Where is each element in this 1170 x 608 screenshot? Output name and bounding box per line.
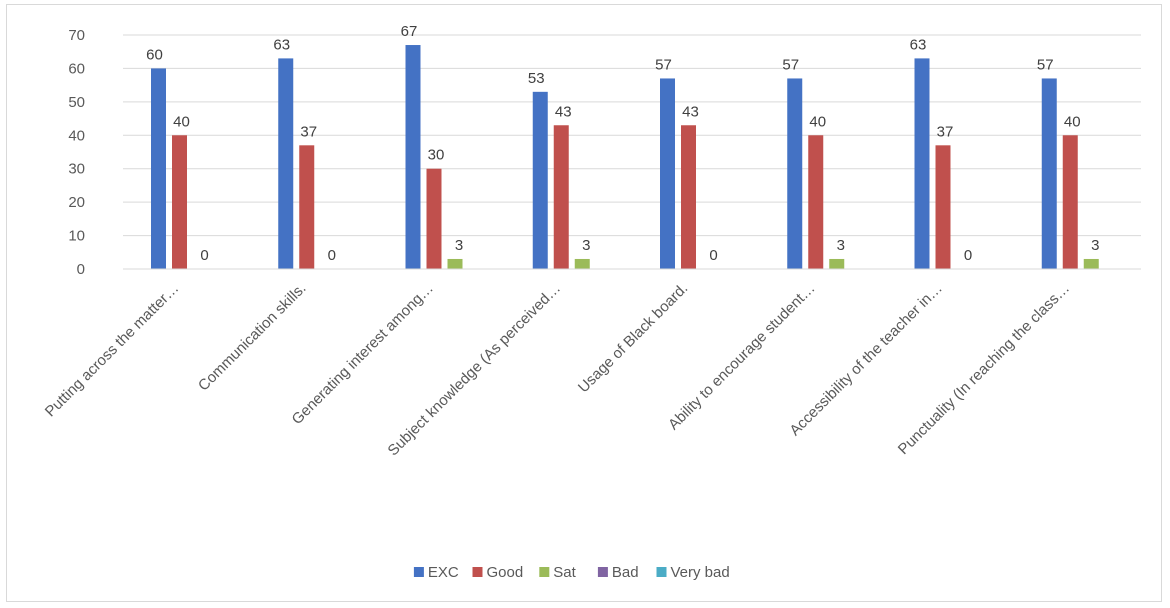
data-label: 3 <box>1091 237 1099 254</box>
data-label: 40 <box>173 113 190 130</box>
legend-label: Sat <box>553 564 576 581</box>
y-tick-label: 50 <box>68 94 85 111</box>
y-tick-label: 70 <box>68 27 85 44</box>
y-tick-label: 0 <box>77 261 85 278</box>
bar-good <box>1062 135 1078 269</box>
bar-good <box>172 135 187 269</box>
legend-label: Bad <box>612 564 639 581</box>
category-label: Communication skills. <box>195 280 310 395</box>
legend-swatch <box>539 567 550 577</box>
data-label: 57 <box>1037 56 1054 73</box>
data-label: 0 <box>328 247 336 264</box>
bar-exc <box>151 68 166 269</box>
data-label: 57 <box>655 56 672 73</box>
data-label: 40 <box>809 113 826 130</box>
category-label: Usage of Black board. <box>575 280 691 396</box>
data-label: 43 <box>682 103 699 120</box>
legend-label: Very bad <box>671 564 730 581</box>
data-label: 40 <box>1064 113 1081 130</box>
data-label: 60 <box>146 46 163 63</box>
bar-exc <box>532 91 548 269</box>
category-label: Ability to encourage student… <box>665 280 819 434</box>
bar-good <box>299 145 315 269</box>
y-tick-label: 30 <box>68 161 85 178</box>
y-tick-label: 10 <box>68 228 85 245</box>
bar-exc <box>660 78 675 269</box>
data-label: 3 <box>582 237 590 254</box>
category-label: Putting across the matter… <box>42 280 183 421</box>
legend-label: Good <box>487 564 524 581</box>
bar-good <box>808 135 824 269</box>
bar-good <box>935 145 951 269</box>
data-label: 43 <box>555 103 572 120</box>
chart-frame: 0 10 20 30 40 50 60 70 60 40 0 Putting across the m… <box>6 4 1162 602</box>
y-tick-label: 20 <box>68 194 85 211</box>
bar-exc <box>278 58 294 270</box>
y-tick-label: 60 <box>68 60 85 77</box>
legend-swatch <box>413 567 424 577</box>
data-label: 37 <box>300 123 317 140</box>
data-label: 0 <box>964 247 972 264</box>
bar-sat <box>1083 258 1099 269</box>
bar-exc <box>787 78 803 269</box>
bar-exc <box>405 45 421 270</box>
legend-swatch <box>656 567 667 577</box>
bar-exc <box>1041 78 1057 269</box>
bar-sat <box>447 258 463 269</box>
data-label: 67 <box>401 23 418 40</box>
bar-sat <box>574 258 590 269</box>
bar-exc <box>914 58 930 270</box>
bar-good <box>681 125 696 269</box>
category-label: Generating interest among… <box>289 280 437 428</box>
legend-label: EXC <box>428 564 459 581</box>
data-label: 3 <box>455 237 463 254</box>
legend-swatch <box>472 567 483 577</box>
data-label: 0 <box>709 247 717 264</box>
data-label: 37 <box>937 123 954 140</box>
data-label: 3 <box>837 237 845 254</box>
bar-good <box>553 125 569 269</box>
legend-swatch <box>597 567 608 577</box>
bar-good <box>426 168 442 269</box>
data-label: 63 <box>273 36 290 53</box>
data-label: 30 <box>428 147 445 164</box>
y-tick-label: 40 <box>68 127 85 144</box>
category-label: Accessibility of the teacher in… <box>786 280 945 439</box>
data-label: 63 <box>910 36 927 53</box>
data-label: 57 <box>782 56 799 73</box>
data-label: 0 <box>200 247 208 264</box>
bar-sat <box>829 258 845 269</box>
data-label: 53 <box>528 70 545 87</box>
